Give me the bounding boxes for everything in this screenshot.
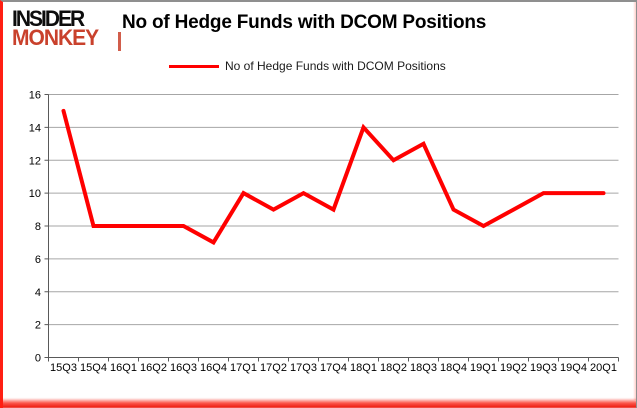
x-tick-label: 18Q2 <box>380 362 407 374</box>
series-line <box>61 108 606 246</box>
y-tick-label: 4 <box>35 287 41 299</box>
x-tick-label: 18Q3 <box>410 362 437 374</box>
y-tick-label: 2 <box>35 320 41 332</box>
legend-label: No of Hedge Funds with DCOM Positions <box>225 59 446 73</box>
legend-line-swatch <box>169 64 219 68</box>
y-tick-label: 10 <box>29 188 41 200</box>
y-tick-label: 16 <box>29 90 41 102</box>
x-tick-label: 15Q4 <box>80 362 107 374</box>
legend: No of Hedge Funds with DCOM Positions <box>169 59 446 73</box>
x-tick-label: 19Q4 <box>560 362 587 374</box>
x-tick-label: 18Q4 <box>440 362 467 374</box>
x-tick-label: 17Q4 <box>320 362 347 374</box>
y-tick-label: 0 <box>35 353 41 365</box>
x-tick-label: 15Q3 <box>50 362 77 374</box>
x-tick-label: 18Q1 <box>350 362 377 374</box>
x-tick-label: 16Q3 <box>170 362 197 374</box>
x-tick-label: 17Q2 <box>260 362 287 374</box>
x-tick-label: 16Q4 <box>200 362 227 374</box>
y-tick-label: 14 <box>29 122 41 134</box>
x-tick-label: 19Q1 <box>470 362 497 374</box>
y-tick-label: 8 <box>35 221 41 233</box>
chart-title: No of Hedge Funds with DCOM Positions <box>122 12 487 33</box>
logo-text-monkey: MONKEY <box>12 26 99 51</box>
logo-accent-bar <box>118 32 121 51</box>
y-tick-label: 6 <box>35 254 41 266</box>
x-tick-label: 16Q2 <box>140 362 167 374</box>
x-tick-label: 16Q1 <box>110 362 137 374</box>
x-tick-label: 19Q2 <box>500 362 527 374</box>
x-tick-label: 17Q3 <box>290 362 317 374</box>
x-tick-label: 17Q1 <box>230 362 257 374</box>
insider-monkey-logo: INSIDER MONKEY <box>12 6 99 51</box>
y-tick-label: 12 <box>29 155 41 167</box>
x-tick-label: 20Q1 <box>590 362 617 374</box>
logo-text-insider: INSIDER <box>12 6 85 32</box>
x-tick-label: 19Q3 <box>530 362 557 374</box>
